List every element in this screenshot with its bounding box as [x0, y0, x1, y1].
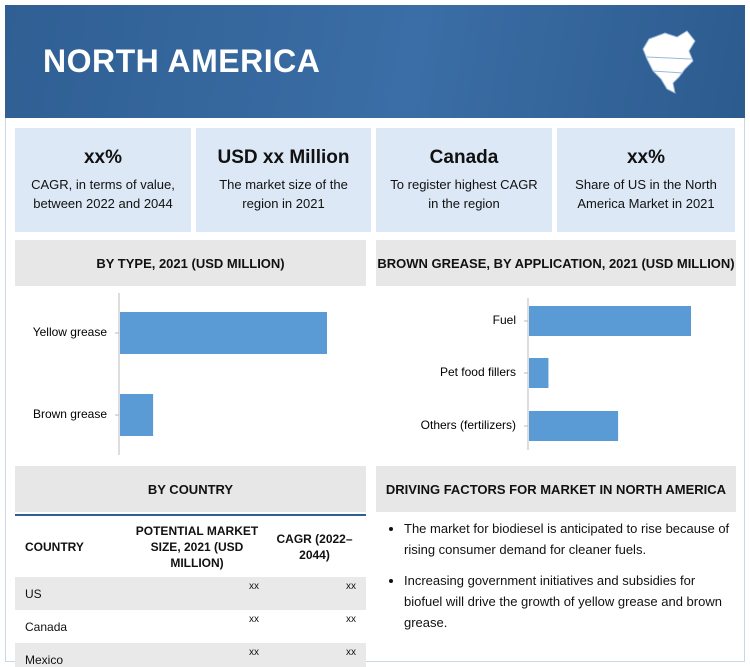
highlight-box: Canada To register highest CAGR in the re…	[376, 128, 552, 232]
highlight-box: USD xx Million The market size of the reg…	[196, 128, 371, 232]
country-table: COUNTRY POTENTIAL MARKET SIZE, 2021 (USD…	[15, 514, 366, 667]
column-header: CAGR (2022–2044)	[276, 531, 353, 562]
header: NORTH AMERICA	[5, 5, 745, 118]
table-row: Mexico xx xx	[15, 643, 366, 667]
highlight-text: To register highest CAGR in the region	[390, 177, 538, 211]
table-row: Canada xx xx	[15, 610, 366, 643]
driver-item: Increasing government initiatives and su…	[404, 570, 734, 633]
highlight-text: CAGR, in terms of value, between 2022 an…	[31, 177, 175, 211]
bar	[529, 411, 619, 441]
country-name: Mexico	[25, 652, 64, 667]
header-title: NORTH AMERICA	[43, 43, 321, 79]
bar	[529, 358, 549, 388]
bar	[529, 306, 691, 336]
highlight-box: xx% Share of US in the North America Mark…	[557, 128, 735, 232]
cell: xx	[249, 647, 259, 658]
country-name: US	[25, 586, 42, 601]
map-icon	[642, 30, 696, 94]
cell: xx	[249, 614, 259, 625]
driver-item: The market for biodiesel is anticipated …	[404, 518, 734, 560]
category-label: Fuel	[493, 313, 516, 327]
cell: xx	[249, 581, 259, 592]
cell: xx	[346, 647, 356, 658]
cell: xx	[346, 614, 356, 625]
section-title: BY COUNTRY	[15, 466, 366, 512]
highlight-value: USD xx Million	[217, 147, 350, 168]
category-label: Yellow grease	[33, 325, 108, 339]
section-title: DRIVING FACTORS FOR MARKET IN NORTH AMER…	[376, 466, 736, 512]
bar	[120, 394, 154, 436]
column-header: COUNTRY	[25, 539, 84, 554]
chart: Yellow grease Brown grease	[33, 293, 327, 455]
category-label: Pet food fillers	[440, 365, 516, 379]
chart-title: BROWN GREASE, BY APPLICATION, 2021 (USD …	[376, 240, 736, 286]
column-header: POTENTIAL MARKET SIZE, 2021 (USD MILLION…	[135, 523, 259, 570]
category-label: Brown grease	[33, 407, 107, 421]
highlight-value: xx%	[83, 147, 123, 168]
frame	[5, 118, 745, 662]
highlight-value: Canada	[429, 147, 499, 168]
country-name: Canada	[25, 619, 68, 634]
highlight-text: The market size of the region in 2021	[219, 177, 348, 211]
chart-title: BY TYPE, 2021 (USD MILLION)	[15, 240, 366, 286]
chart: Fuel Pet food fillers Others (fertilizers)	[421, 298, 691, 450]
table-row: US xx xx	[15, 577, 366, 610]
highlight-text: Share of US in the North America Market …	[575, 177, 717, 211]
highlight-box: xx% CAGR, in terms of value, between 2022…	[15, 128, 191, 232]
category-label: Others (fertilizers)	[421, 418, 516, 432]
bar	[120, 312, 327, 354]
highlight-value: xx%	[626, 147, 666, 168]
driver-list: The market for biodiesel is anticipated …	[378, 518, 734, 643]
cell: xx	[346, 581, 356, 592]
